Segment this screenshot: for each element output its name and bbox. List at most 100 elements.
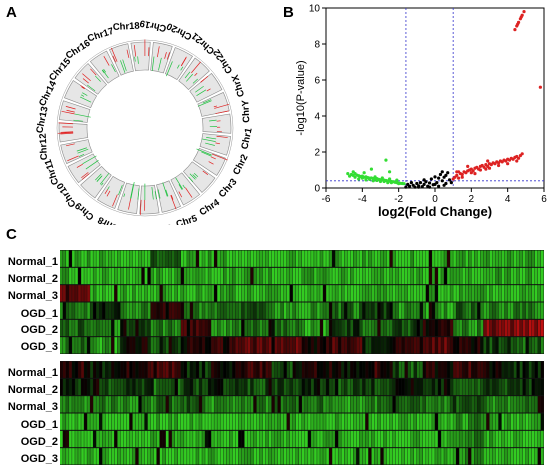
volcano-point (369, 167, 374, 171)
heatmap-cell (504, 302, 508, 319)
heatmap-cell (168, 302, 172, 319)
heatmap-cell (244, 430, 248, 448)
circos-mark (201, 138, 216, 142)
heatmap-cell (522, 396, 526, 413)
heatmap-cell (392, 319, 396, 337)
heatmap-cell (302, 413, 305, 430)
heatmap-cell (423, 361, 426, 378)
heatmap-cell (153, 250, 157, 267)
heatmap-cell (286, 361, 290, 378)
heatmap-cell (423, 267, 426, 285)
heatmap-cell (72, 250, 75, 267)
heatmap-cell (371, 337, 375, 354)
heatmap-cell (244, 302, 248, 319)
heatmap-cell (368, 250, 372, 267)
heatmap-cell (226, 319, 230, 337)
circos-mark (188, 176, 194, 183)
heatmap-cell (132, 285, 136, 302)
heatmap-cell (171, 430, 175, 448)
circos-mark (202, 99, 212, 104)
heatmap-cell (99, 267, 102, 285)
heatmap-cell (69, 267, 72, 285)
heatmap-top (60, 250, 544, 354)
heatmap-cell (196, 448, 199, 465)
heatmap-cell (498, 396, 502, 413)
hm2-row-label: Normal_3 (7, 401, 58, 413)
heatmap-cell (459, 430, 462, 448)
heatmap-cell (531, 250, 535, 267)
heatmap-cell (184, 267, 187, 285)
heatmap-cell (108, 448, 112, 465)
heatmap-cell (262, 413, 266, 430)
circos-mark (118, 185, 123, 196)
circos-mark (103, 56, 110, 66)
heatmap-cell (432, 378, 435, 396)
heatmap-cell (398, 337, 402, 354)
heatmap-cell (105, 302, 109, 319)
heatmap-cell (368, 267, 372, 285)
heatmap-cell (356, 361, 360, 378)
heatmap-cell (513, 448, 517, 465)
heatmap-cell (144, 267, 148, 285)
heatmap-cell (241, 361, 245, 378)
heatmap-cell (105, 396, 109, 413)
heatmap-cell (429, 413, 432, 430)
heatmap-cell (335, 396, 338, 413)
circos-mark (60, 131, 74, 133)
circos-mark (208, 161, 214, 165)
heatmap-cell (534, 430, 538, 448)
volcano-point (440, 179, 444, 183)
heatmap-cell (444, 448, 447, 465)
heatmap-cell (63, 448, 66, 465)
heatmap-cell (238, 337, 242, 354)
heatmap-cell (135, 302, 139, 319)
heatmap-cell (144, 378, 148, 396)
heatmap-cell (320, 396, 323, 413)
heatmap-cell (413, 285, 417, 302)
heatmap-cell (223, 267, 227, 285)
heatmap-cell (329, 413, 332, 430)
volcano-point (364, 178, 368, 182)
volcano-point (446, 171, 450, 175)
heatmap-cell (114, 285, 118, 302)
heatmap-cell (344, 430, 348, 448)
circos-mark (81, 173, 90, 180)
heatmap-cell (144, 396, 148, 413)
heatmap-cell (435, 396, 438, 413)
heatmap-cell (426, 285, 429, 302)
heatmap-cell (377, 285, 381, 302)
heatmap-cell (105, 250, 109, 267)
heatmap-cell (187, 413, 190, 430)
heatmap-cell (507, 337, 511, 354)
heatmap-cell (513, 378, 517, 396)
heatmap-cell (510, 361, 514, 378)
x-tick-label: 0 (432, 194, 438, 205)
heatmap-cell (274, 267, 278, 285)
heatmap-cell (214, 267, 217, 285)
heatmap-cell (217, 319, 220, 337)
volcano-point (368, 177, 372, 181)
heatmap-cell (329, 250, 332, 267)
heatmap-cell (196, 302, 199, 319)
heatmap-cell (356, 337, 360, 354)
heatmap-cell (401, 361, 405, 378)
heatmap-cell (305, 448, 308, 465)
heatmap-cell (117, 337, 121, 354)
heatmap-cell (489, 337, 493, 354)
heatmap-cell (208, 267, 211, 285)
heatmap-cell (380, 361, 384, 378)
heatmap-cell (223, 302, 227, 319)
heatmap-cell (244, 413, 248, 430)
heatmap-cell (471, 267, 475, 285)
volcano-point (442, 183, 446, 187)
heatmap-cell (416, 302, 420, 319)
heatmap-cell (129, 430, 133, 448)
heatmap-cell (335, 267, 338, 285)
heatmap-cell (187, 396, 190, 413)
heatmap-cell (199, 413, 202, 430)
heatmap-cell (247, 396, 251, 413)
heatmap-cell (217, 285, 220, 302)
heatmap-cell (244, 285, 248, 302)
heatmap-cell (471, 302, 475, 319)
heatmap-cell (404, 448, 408, 465)
